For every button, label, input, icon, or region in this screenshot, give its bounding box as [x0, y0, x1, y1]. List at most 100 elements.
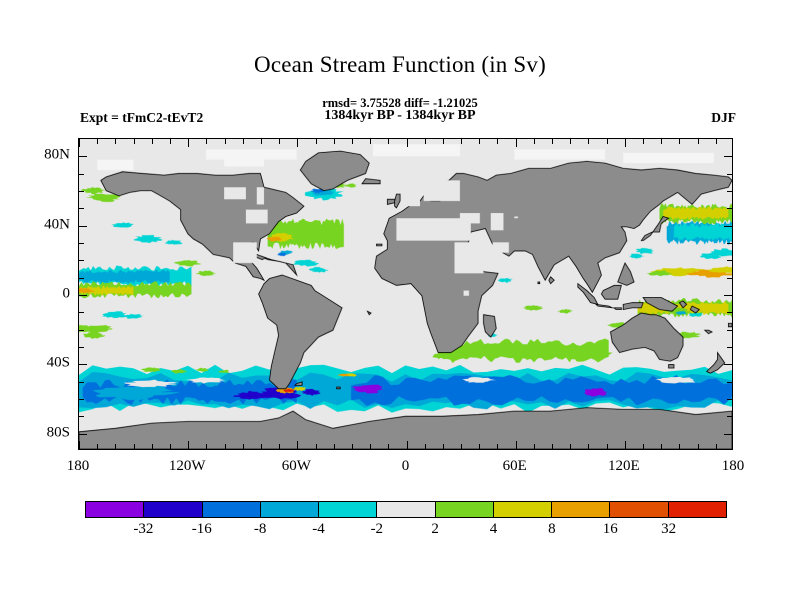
y-axis-tick-right [727, 260, 732, 262]
y-axis-tick [79, 295, 87, 296]
y-axis-label: 80N [44, 146, 70, 163]
colorbar-swatch [493, 502, 553, 517]
y-axis-tick [79, 156, 87, 158]
y-axis-tick [79, 381, 84, 383]
y-axis-tick-right [724, 156, 732, 158]
y-axis-tick-right [727, 329, 732, 331]
y-axis-tick-right [727, 191, 732, 192]
x-axis-tick-top [97, 139, 99, 144]
colorbar-swatch [260, 502, 320, 517]
x-axis-tick [679, 444, 681, 449]
x-axis-tick [279, 444, 281, 449]
x-axis-tick [624, 441, 626, 449]
x-axis-tick [115, 444, 117, 449]
colorbar-tick-label: -4 [312, 521, 325, 537]
x-axis-tick-top [533, 139, 535, 144]
colorbar-swatch [377, 502, 436, 517]
colorbar [85, 501, 727, 518]
x-axis-label: 0 [401, 458, 410, 474]
rmsd-annotation: rmsd= 3.75528 diff= -1.21025 [322, 96, 478, 110]
x-axis-tick [333, 444, 335, 449]
x-axis-tick-top [588, 139, 590, 144]
x-axis-tick-top [260, 139, 262, 144]
colorbar-tick-label: 32 [661, 521, 677, 537]
y-axis-tick [79, 416, 84, 418]
x-axis-tick [133, 444, 135, 449]
x-axis-tick [515, 441, 517, 449]
x-axis-tick-top [442, 139, 444, 144]
x-axis-tick [388, 444, 390, 449]
colorbar-swatch [86, 502, 145, 517]
y-axis-tick-right [724, 433, 732, 435]
y-axis-tick [79, 260, 84, 262]
y-axis-tick-right [724, 364, 732, 366]
x-axis-tick-top [570, 139, 572, 144]
x-axis-tick-top [279, 139, 281, 144]
y-axis-tick [79, 364, 87, 366]
x-axis-tick-top [715, 139, 717, 144]
x-axis-tick-top [552, 139, 554, 144]
y-axis-tick-right [727, 208, 732, 210]
colorbar-swatch [319, 502, 378, 517]
colorbar-tick-label: 4 [489, 521, 498, 537]
y-axis-tick [79, 277, 84, 279]
x-axis-tick-top [133, 139, 135, 144]
y-axis-tick [79, 173, 84, 175]
x-axis-tick [206, 444, 208, 449]
x-axis-tick-top [206, 139, 208, 144]
x-axis-tick-top [115, 139, 117, 144]
x-axis-label: 60W [281, 458, 311, 474]
colorbar-swatch [610, 502, 669, 517]
x-axis-tick-top [624, 139, 626, 147]
y-axis-tick-right [724, 225, 732, 227]
y-axis-label: 40S [46, 354, 70, 371]
x-axis-tick-top [643, 139, 645, 144]
colorbar-swatch [552, 502, 611, 517]
colorbar-tick-label: -32 [133, 521, 154, 537]
colorbar-tick-label: 2 [431, 521, 439, 537]
y-axis-tick-right [727, 347, 732, 348]
x-axis-tick [643, 444, 645, 449]
x-axis-tick [188, 441, 190, 449]
y-axis-tick-right [727, 243, 732, 244]
x-axis-tick [424, 444, 426, 449]
season-label: DJF [711, 110, 736, 125]
x-axis-tick [588, 444, 590, 449]
colorbar-tick-label: -16 [191, 521, 212, 537]
x-axis-tick-top [79, 139, 80, 147]
y-axis-tick-right [727, 399, 732, 400]
x-axis-tick [570, 444, 572, 449]
x-axis-tick-top [497, 139, 499, 144]
x-axis-tick [315, 444, 317, 449]
y-axis-tick [79, 191, 84, 192]
x-axis-label: 180 [66, 458, 90, 474]
y-axis-label: 80S [46, 424, 70, 441]
x-axis-tick-top [297, 139, 299, 147]
colorbar-swatch [435, 502, 494, 517]
x-axis-tick [79, 441, 80, 449]
x-axis-tick [715, 444, 717, 449]
experiment-label: Expt = tFmC2-tEvT2 [80, 110, 204, 125]
x-axis-tick-top [151, 139, 153, 144]
colorbar-swatch [144, 502, 203, 517]
y-axis-tick [79, 329, 84, 331]
x-axis-tick-top [351, 139, 353, 144]
y-axis-tick [79, 225, 87, 227]
x-axis-tick-top [388, 139, 390, 144]
x-axis-tick [97, 444, 99, 449]
y-axis-tick [79, 433, 87, 435]
x-axis-tick-top [606, 139, 608, 144]
x-axis-tick [151, 444, 153, 449]
x-axis-tick [497, 444, 499, 449]
x-axis-tick-top [515, 139, 517, 147]
x-axis-tick [606, 444, 608, 449]
x-axis-tick [242, 444, 244, 449]
x-axis-tick-top [479, 139, 481, 144]
x-axis-tick [461, 444, 463, 449]
y-axis-tick-right [727, 416, 732, 418]
x-axis-tick [406, 441, 408, 449]
x-axis-tick-top [697, 139, 699, 144]
y-axis-label: 0 [62, 285, 71, 302]
y-axis-tick [79, 243, 84, 244]
x-axis-tick [224, 444, 226, 449]
